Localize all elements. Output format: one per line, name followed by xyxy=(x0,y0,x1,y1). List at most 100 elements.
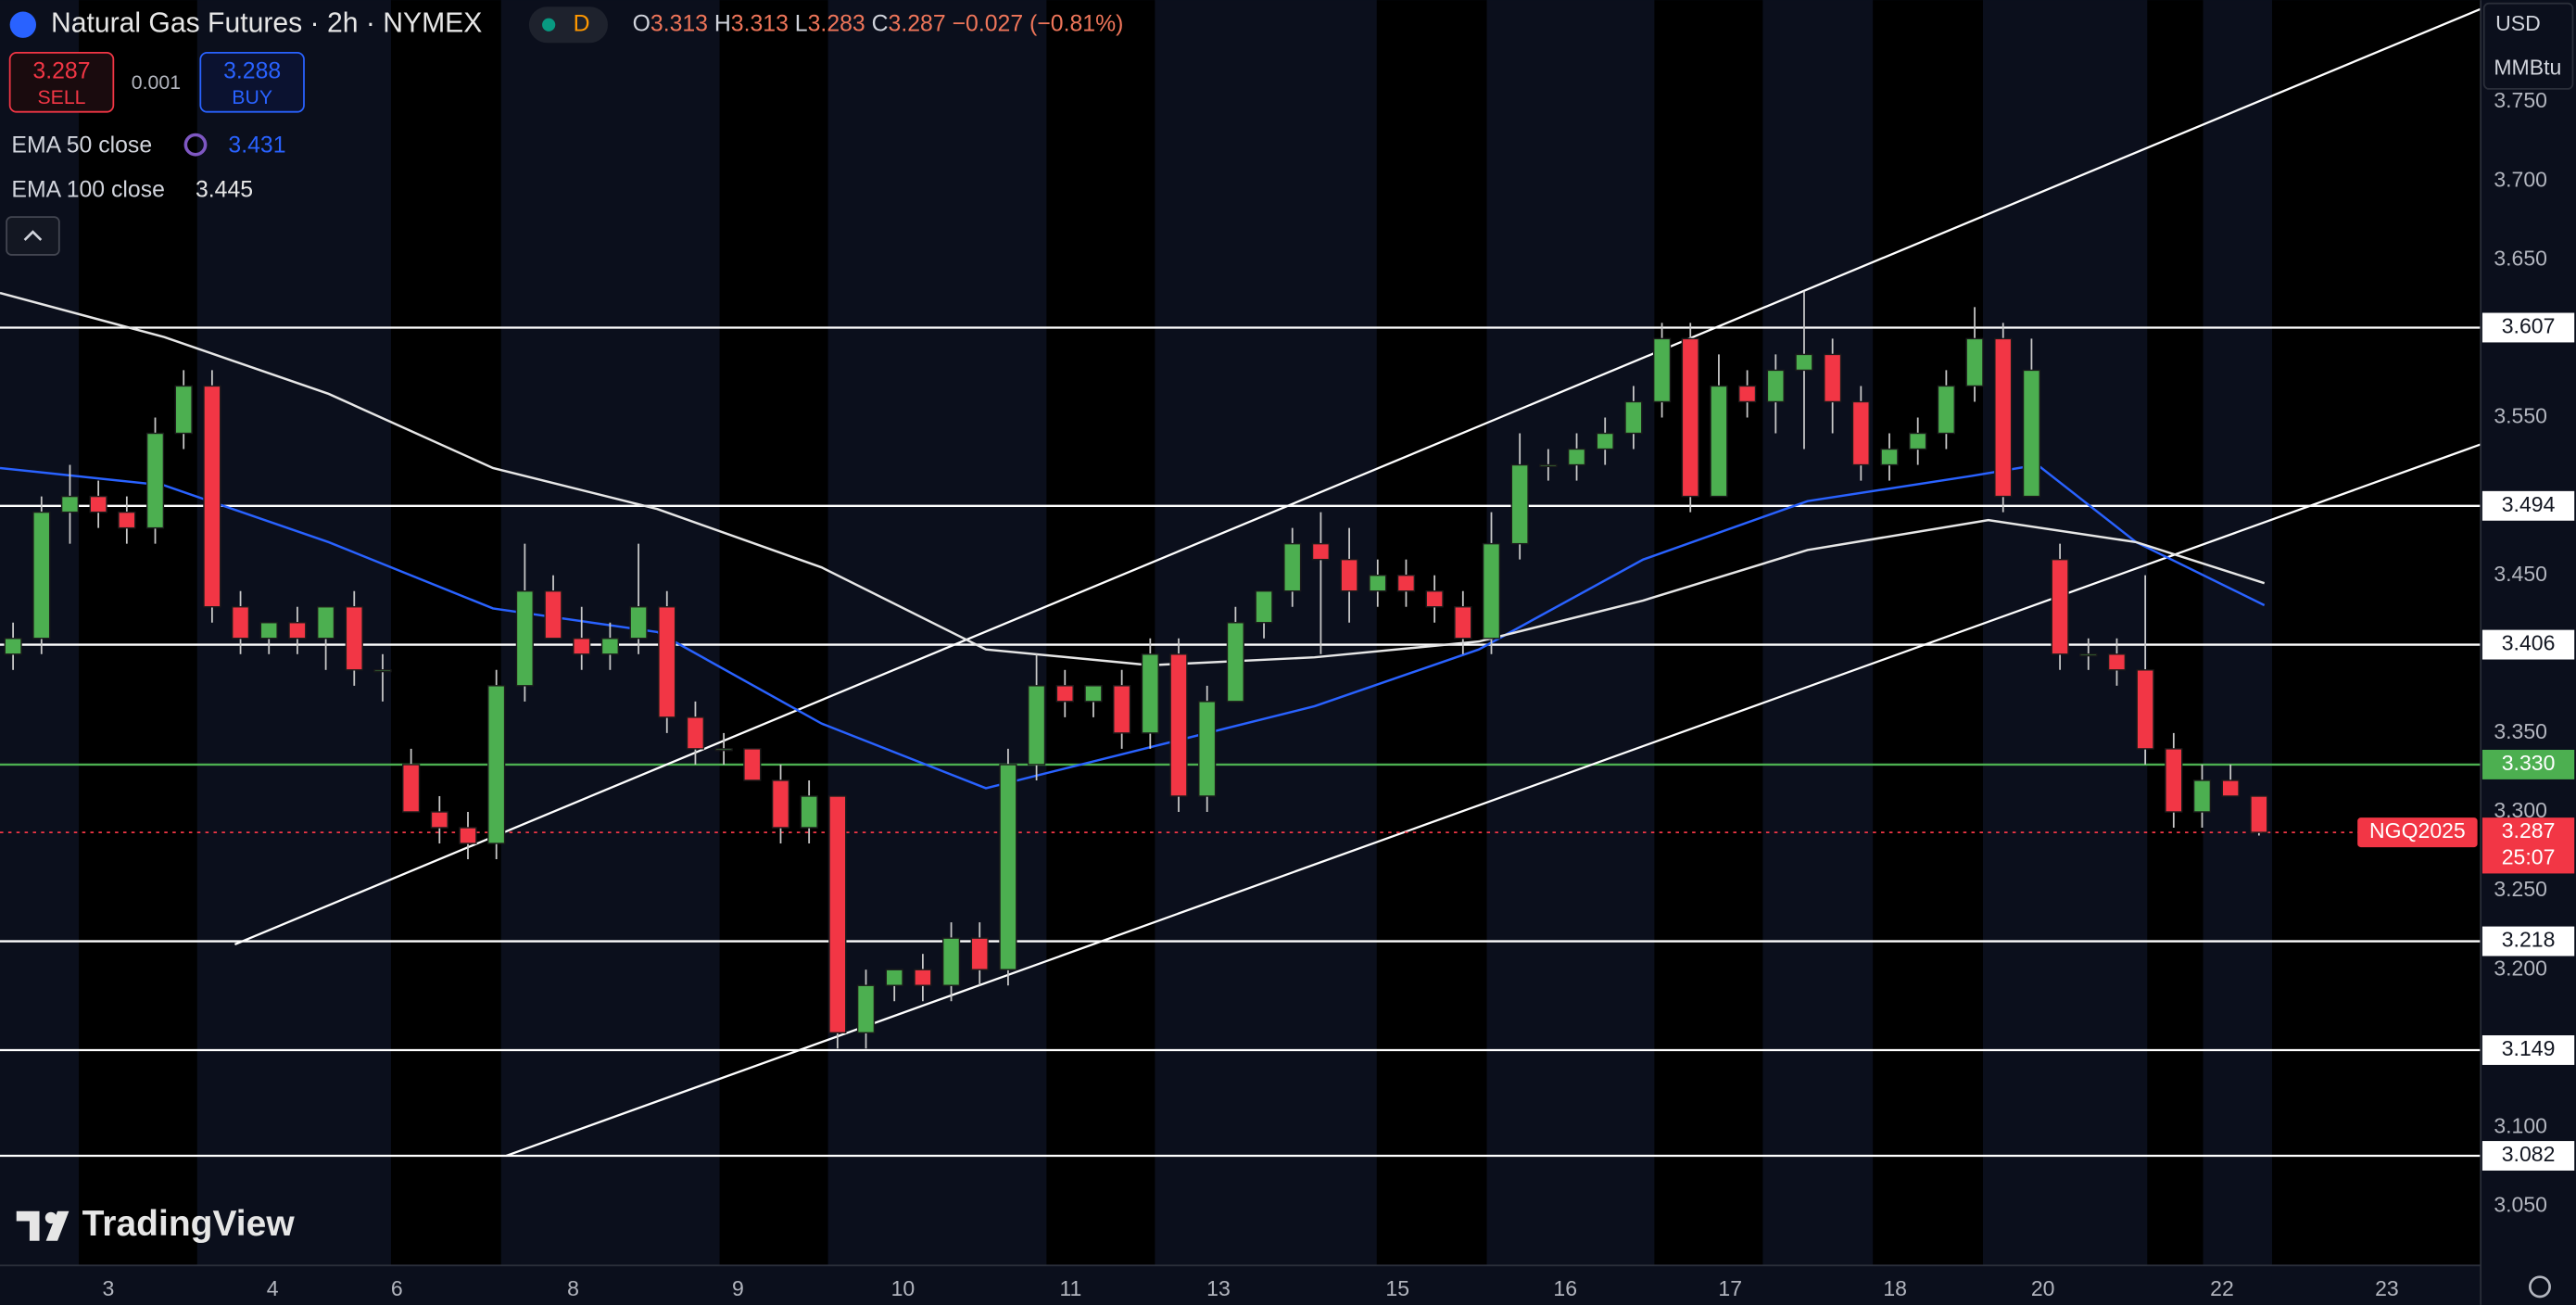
candle-body xyxy=(2136,669,2154,750)
candle-body xyxy=(1965,337,1984,387)
legend-name: EMA 100 close xyxy=(11,177,165,202)
price-label-box xyxy=(2481,490,2575,521)
y-tick-label: 3.550 xyxy=(2494,404,2547,428)
x-tick-label: 22 xyxy=(2210,1276,2234,1300)
candle-body xyxy=(1226,622,1244,703)
candle-body xyxy=(999,764,1017,970)
trend-line xyxy=(505,443,2481,1158)
ohlc-value: 3.287 xyxy=(889,11,946,36)
candle-body xyxy=(1255,589,1273,624)
unit[interactable]: MMBtu xyxy=(2494,56,2561,80)
candle-body xyxy=(1994,337,2013,498)
candle-body xyxy=(1084,685,1103,703)
candle-body xyxy=(1027,685,1046,766)
symbol-label: NGQ2025 xyxy=(2369,818,2466,843)
candle-body xyxy=(658,606,676,718)
candle-body xyxy=(203,385,221,608)
candle-body xyxy=(231,606,250,640)
currency[interactable]: USD xyxy=(2495,11,2541,35)
sell-button[interactable]: 3.287 SELL xyxy=(8,51,115,113)
candle-body xyxy=(1369,574,1387,592)
x-tick-label: 11 xyxy=(1059,1276,1081,1300)
price-label-box xyxy=(2481,926,2575,957)
candle-body xyxy=(885,969,903,986)
symbol-box xyxy=(2357,817,2478,848)
candle-body xyxy=(1795,353,1813,372)
candle-body xyxy=(1340,558,1358,592)
x-tick-label: 3 xyxy=(102,1276,114,1300)
candle-body xyxy=(600,638,620,655)
candle-body xyxy=(2192,779,2212,813)
ohlc-label: C xyxy=(872,11,889,36)
x-tick-label: 16 xyxy=(1553,1276,1577,1300)
candle-body xyxy=(1396,574,1416,592)
candle-body xyxy=(2079,653,2098,657)
candle-body xyxy=(1311,542,1331,561)
ohlc-label: O xyxy=(633,11,650,36)
collapse-button[interactable] xyxy=(6,216,60,256)
x-tick-label: 4 xyxy=(267,1276,279,1300)
price-label-box xyxy=(2481,1141,2575,1171)
candle-body xyxy=(771,779,790,829)
price-label: 3.218 xyxy=(2502,928,2556,952)
candle-body xyxy=(430,811,448,829)
candle-body xyxy=(1141,653,1159,734)
candle-body xyxy=(2051,558,2069,655)
candle-body xyxy=(1738,385,1757,403)
buy-box[interactable] xyxy=(199,51,305,113)
candle-body xyxy=(573,638,591,655)
axes: 3.0503.1003.2003.2503.3003.3503.4503.550… xyxy=(102,88,2575,1300)
status-dot xyxy=(542,18,556,32)
last-price: 3.287 xyxy=(2502,818,2556,843)
price-label-box xyxy=(2481,629,2575,660)
y-tick-label: 3.050 xyxy=(2494,1193,2547,1217)
candle-body xyxy=(1596,432,1614,450)
candle-body xyxy=(145,432,165,529)
settings-icon[interactable] xyxy=(2529,1275,2551,1299)
candle-body xyxy=(629,606,648,640)
candle-body xyxy=(1482,542,1501,640)
y-tick-label: 3.250 xyxy=(2494,877,2547,901)
plot-area xyxy=(0,7,2481,1158)
candle-body xyxy=(828,795,847,1033)
x-tick-label: 6 xyxy=(391,1276,403,1300)
candle-body xyxy=(544,589,562,640)
buy-label[interactable]: BUY xyxy=(232,86,272,108)
candle-body xyxy=(402,764,421,813)
price-label: 3.082 xyxy=(2502,1142,2556,1166)
candle-body xyxy=(1880,448,1899,466)
ohlc-value: 3.313 xyxy=(731,11,789,36)
y-tick-label: 3.750 xyxy=(2494,88,2547,112)
currency-box[interactable] xyxy=(2482,2,2574,90)
candle-body xyxy=(743,748,762,781)
candle-body xyxy=(1710,385,1728,498)
candle-body xyxy=(1937,385,1955,435)
price-label: 3.330 xyxy=(2502,751,2556,775)
y-tick-label: 3.350 xyxy=(2494,719,2547,743)
sell-box[interactable] xyxy=(8,51,115,113)
candle-body xyxy=(941,937,961,986)
sell-price[interactable]: 3.287 xyxy=(32,59,90,84)
sell-label[interactable]: SELL xyxy=(37,86,85,108)
candle-body xyxy=(60,495,80,513)
x-tick-label: 17 xyxy=(1718,1276,1742,1300)
ohlc-value: 3.313 xyxy=(650,11,708,36)
candle-body xyxy=(1824,353,1842,403)
candle-body xyxy=(856,984,876,1033)
buy-price[interactable]: 3.288 xyxy=(223,59,281,84)
collapse-box[interactable] xyxy=(6,216,60,256)
symbol-icon xyxy=(9,11,37,38)
chevron[interactable] xyxy=(23,230,43,241)
candle-body xyxy=(1567,448,1586,466)
candle-body xyxy=(1283,542,1302,592)
candle-body xyxy=(459,827,477,844)
candle-body xyxy=(1198,701,1217,797)
candle-body xyxy=(487,685,506,844)
price-label: 3.406 xyxy=(2502,631,2556,655)
legend-value: 3.445 xyxy=(196,177,253,202)
buy-button[interactable]: 3.288 BUY xyxy=(199,51,305,113)
legend-value: 3.431 xyxy=(228,133,285,158)
candle-body xyxy=(2221,779,2240,797)
